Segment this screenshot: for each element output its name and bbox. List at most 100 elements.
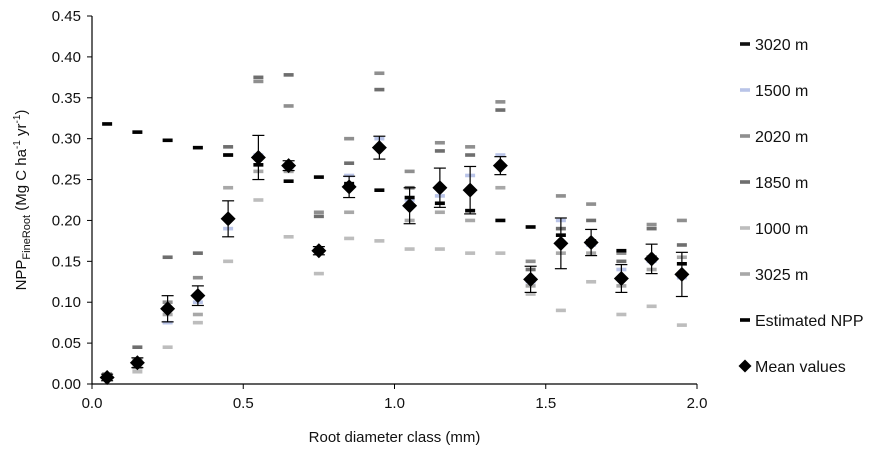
series-1850-m xyxy=(102,73,687,376)
point-mean-value xyxy=(432,180,448,196)
x-ticks: 0.0 0.5 1.0 1.5 2.0 xyxy=(82,384,708,412)
point-estimated-npp xyxy=(313,175,324,179)
x-tick-label: 2.0 xyxy=(687,395,708,412)
series-3025-m xyxy=(102,145,687,379)
point-mean-value xyxy=(402,198,418,214)
legend-item-3020-m: 3020 m xyxy=(740,37,808,54)
point-1000-m xyxy=(465,251,476,255)
legend-item-1850-m: 1850 m xyxy=(740,175,808,192)
point-2020-m xyxy=(616,251,627,255)
legend-label: 3025 m xyxy=(755,267,808,284)
point-mean-value xyxy=(341,179,357,195)
y-axis-title-close: ) xyxy=(13,110,30,115)
point-1850-m xyxy=(646,226,657,231)
y-axis-title-units: (Mg C ha xyxy=(13,148,30,215)
point-3025-m xyxy=(434,210,445,215)
x-axis-title: Root diameter class (mm) xyxy=(309,429,481,446)
legend-swatch xyxy=(740,180,750,184)
y-tick-label: 0.20 xyxy=(52,212,81,229)
y-tick-label: 0.25 xyxy=(52,172,81,189)
point-1850-m xyxy=(616,259,627,264)
point-mean-value xyxy=(250,149,266,165)
point-1850-m xyxy=(283,73,294,77)
point-mean-value xyxy=(220,211,236,227)
point-mean-value xyxy=(371,140,387,156)
point-estimated-npp xyxy=(223,153,234,157)
point-1850-m xyxy=(162,255,173,260)
legend-item-1000-m: 1000 m xyxy=(740,221,808,238)
point-estimated-npp xyxy=(132,130,143,134)
point-2020-m xyxy=(374,71,385,76)
legend-swatch xyxy=(740,42,750,46)
point-mean-value xyxy=(492,158,508,174)
point-mean-value xyxy=(583,235,599,251)
point-1850-m xyxy=(676,243,687,247)
point-estimated-npp xyxy=(192,145,203,150)
legend-label: Mean values xyxy=(755,359,846,376)
point-1850-m xyxy=(495,108,506,112)
point-2020-m xyxy=(676,218,687,223)
legend-swatch xyxy=(738,359,752,373)
point-1500-m xyxy=(495,153,506,157)
point-mean-value xyxy=(523,271,539,287)
y-axis-title-yr: yr xyxy=(13,123,30,140)
legend-item-3025-m: 3025 m xyxy=(740,267,808,284)
point-1000-m xyxy=(495,251,506,255)
point-1000-m xyxy=(223,259,234,264)
point-mean-value xyxy=(613,271,629,287)
x-tick-label: 0.5 xyxy=(233,395,254,412)
point-mean-value xyxy=(311,243,327,259)
series-1000-m xyxy=(102,198,687,381)
series-2020-m xyxy=(102,71,687,378)
point-estimated-npp xyxy=(102,122,113,126)
y-axis-title-exp1: -1 xyxy=(12,140,23,149)
point-mean-value xyxy=(99,369,115,385)
legend-label: 3020 m xyxy=(755,37,808,54)
point-1000-m xyxy=(162,345,173,349)
point-2020-m xyxy=(192,275,203,280)
y-tick-label: 0.05 xyxy=(52,335,81,352)
point-mean-value xyxy=(462,182,478,198)
point-1000-m xyxy=(616,312,627,317)
point-1000-m xyxy=(374,239,385,243)
point-1850-m xyxy=(253,75,264,80)
point-estimated-npp xyxy=(283,179,294,183)
point-estimated-npp xyxy=(374,188,385,192)
x-tick-label: 1.0 xyxy=(384,395,405,412)
point-estimated-npp xyxy=(525,225,536,229)
legend-item-2020-m: 2020 m xyxy=(740,129,808,146)
legend-item-mean-values: Mean values xyxy=(738,359,846,376)
point-1850-m xyxy=(586,218,597,223)
point-estimated-npp xyxy=(162,138,173,143)
y-tick-label: 0.35 xyxy=(52,90,81,107)
point-2020-m xyxy=(434,140,445,145)
y-ticks: 0.00 0.05 0.10 0.15 0.20 0.25 0.30 0.35 0.40 0.45 xyxy=(52,8,92,393)
point-3025-m xyxy=(192,312,203,317)
point-1000-m xyxy=(253,198,264,202)
point-2020-m xyxy=(555,194,566,198)
point-2020-m xyxy=(646,222,657,227)
point-2020-m xyxy=(465,145,476,149)
series-1500-m xyxy=(102,136,687,380)
point-mean-value xyxy=(674,266,690,282)
point-1000-m xyxy=(404,247,415,251)
point-2020-m xyxy=(253,79,264,84)
point-1000-m xyxy=(586,279,597,284)
legend-label: 1850 m xyxy=(755,175,808,192)
legend-item-1500-m: 1500 m xyxy=(740,83,808,100)
point-mean-value xyxy=(129,355,145,371)
point-1850-m xyxy=(223,145,234,149)
point-1850-m xyxy=(192,251,203,255)
point-1850-m xyxy=(132,345,143,349)
point-2020-m xyxy=(525,259,536,264)
point-mean-value xyxy=(281,158,297,174)
data-marks xyxy=(99,71,690,385)
point-2020-m xyxy=(586,202,597,206)
point-1500-m xyxy=(344,173,355,178)
point-mean-value xyxy=(553,235,569,251)
point-2020-m xyxy=(344,136,355,141)
legend-swatch xyxy=(740,272,750,276)
legend-swatch xyxy=(740,318,750,322)
point-1850-m xyxy=(374,87,385,92)
